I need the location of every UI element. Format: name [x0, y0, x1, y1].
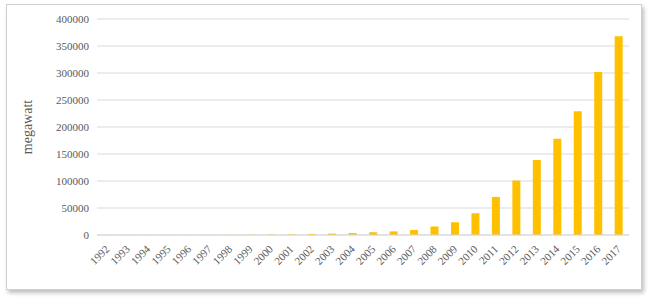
- svg-text:2007: 2007: [394, 242, 418, 266]
- svg-text:400000: 400000: [56, 13, 90, 25]
- svg-text:2015: 2015: [558, 242, 582, 266]
- svg-text:2006: 2006: [374, 242, 398, 266]
- svg-text:2016: 2016: [579, 242, 603, 266]
- svg-text:300000: 300000: [56, 67, 90, 79]
- svg-text:150000: 150000: [56, 148, 90, 160]
- svg-text:350000: 350000: [56, 40, 90, 52]
- svg-text:0: 0: [84, 229, 90, 241]
- svg-text:1993: 1993: [108, 242, 132, 266]
- svg-text:megawatt: megawatt: [20, 100, 35, 155]
- svg-text:2000: 2000: [251, 242, 275, 266]
- svg-text:2012: 2012: [497, 243, 521, 267]
- svg-text:2002: 2002: [292, 243, 316, 267]
- svg-text:50000: 50000: [62, 202, 90, 214]
- svg-text:1998: 1998: [210, 242, 234, 266]
- svg-text:1995: 1995: [149, 242, 173, 266]
- svg-text:2003: 2003: [313, 242, 337, 266]
- svg-text:250000: 250000: [56, 94, 90, 106]
- svg-text:2004: 2004: [333, 242, 357, 266]
- svg-text:100000: 100000: [56, 175, 90, 187]
- svg-text:2008: 2008: [415, 242, 439, 266]
- svg-text:2013: 2013: [517, 242, 541, 266]
- svg-text:1992: 1992: [87, 243, 111, 267]
- svg-text:2017: 2017: [599, 242, 623, 266]
- svg-text:1997: 1997: [190, 242, 214, 266]
- svg-text:2010: 2010: [456, 242, 480, 266]
- svg-text:2005: 2005: [353, 242, 377, 266]
- svg-text:200000: 200000: [56, 121, 90, 133]
- svg-text:2014: 2014: [538, 242, 562, 266]
- svg-text:1994: 1994: [128, 242, 152, 266]
- svg-text:1999: 1999: [231, 242, 255, 266]
- svg-text:1996: 1996: [169, 242, 193, 266]
- svg-text:2001: 2001: [272, 243, 296, 267]
- svg-text:2011: 2011: [476, 243, 500, 267]
- svg-text:2009: 2009: [435, 242, 459, 266]
